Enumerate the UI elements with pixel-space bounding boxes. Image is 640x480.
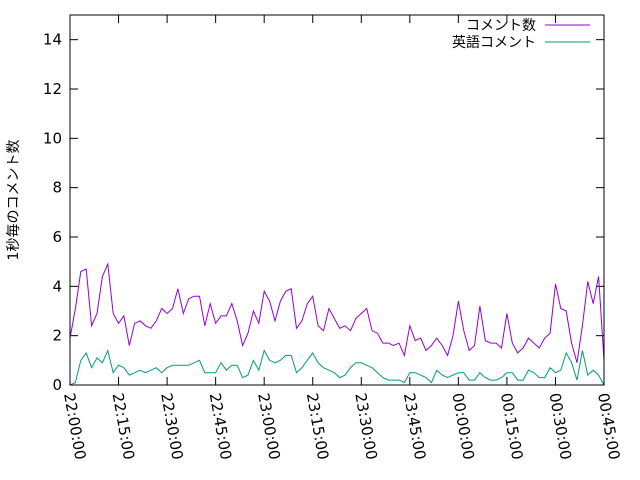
y-tick-label: 8: [52, 179, 62, 197]
x-tick-label: 22:30:00: [157, 392, 186, 461]
legend-label-2: 英語コメント: [452, 34, 536, 51]
y-tick-label: 0: [52, 376, 62, 394]
y-tick-label: 6: [52, 228, 62, 246]
y-axis-ticks: 0 2 4 6 8 10 12 14: [43, 31, 604, 394]
y-axis-title: 1秒毎のコメント数: [6, 140, 22, 261]
y-tick-label: 4: [52, 277, 62, 295]
x-tick-label: 23:45:00: [400, 392, 429, 461]
series-line-1: [69, 262, 605, 363]
y-tick-label: 14: [43, 31, 62, 49]
x-tick-label: 00:45:00: [594, 392, 623, 461]
plot-frame: [69, 14, 605, 386]
series-layer: [69, 262, 605, 386]
x-tick-label: 23:15:00: [303, 392, 332, 461]
x-tick-label: 22:15:00: [109, 392, 138, 461]
series-line-2: [69, 348, 605, 386]
x-tick-label: 23:30:00: [351, 392, 380, 461]
x-tick-label: 23:00:00: [254, 392, 283, 461]
x-tick-label: 00:30:00: [546, 392, 575, 461]
x-tick-label: 00:15:00: [497, 392, 526, 461]
y-tick-label: 12: [43, 80, 62, 98]
x-tick-label: 22:00:00: [60, 392, 89, 461]
x-axis-ticks: 22:00:00 22:15:00 22:30:00 22:45:00 23:00:00…: [60, 15, 623, 461]
y-tick-label: 2: [52, 327, 62, 345]
y-tick-label: 10: [43, 129, 62, 147]
x-tick-label: 00:00:00: [448, 392, 477, 461]
x-tick-label: 22:45:00: [206, 392, 235, 461]
legend-label-1: コメント数: [466, 18, 536, 34]
